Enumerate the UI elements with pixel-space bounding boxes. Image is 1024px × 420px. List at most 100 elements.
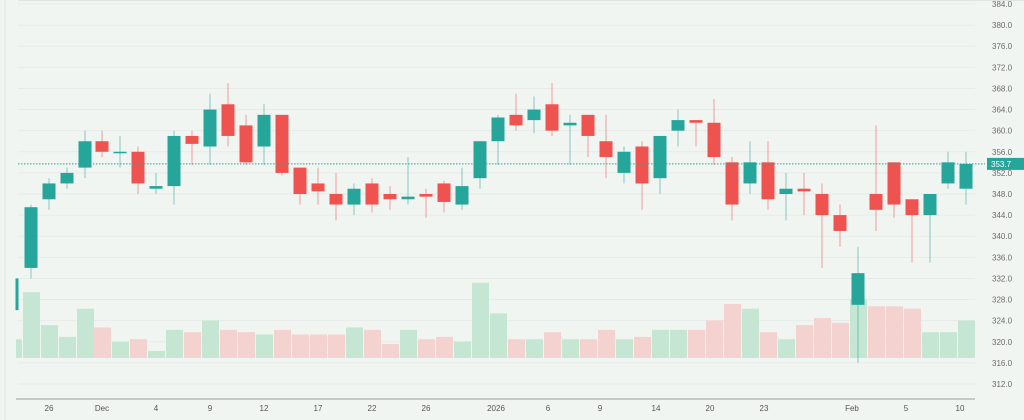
candle-body [167,135,181,187]
candle-body [923,194,937,216]
candle[interactable] [779,172,793,221]
y-tick-label: 312.0 [992,380,1013,389]
y-tick-label: 344.0 [992,211,1013,220]
x-tick-label: 10 [956,404,965,413]
volume-bar [760,332,777,358]
candle[interactable] [221,83,235,147]
candle[interactable] [113,135,127,168]
volume-bar [436,336,453,358]
candle[interactable] [473,141,487,189]
candle[interactable] [545,83,559,136]
candle[interactable] [275,114,289,176]
top-border [18,0,1024,1]
candle[interactable] [203,93,217,165]
y-tick-label: 380.0 [992,21,1013,30]
volume-bar [220,329,237,358]
y-tick-label: 320.0 [992,338,1013,347]
volume-bar [112,341,129,358]
candle[interactable] [815,183,829,268]
volume-bars [16,282,975,358]
candle[interactable] [455,167,469,210]
candle[interactable] [42,178,56,210]
volume-bar [59,336,76,358]
volume-bar [526,339,543,358]
y-tick-label: 328.0 [992,296,1013,305]
candle[interactable] [311,167,325,205]
volume-bar [940,332,957,358]
candle[interactable] [401,157,415,205]
candle[interactable] [599,114,613,179]
candle[interactable] [725,157,739,221]
volume-bar [544,332,561,358]
candle[interactable] [959,151,973,205]
candle[interactable] [24,204,38,279]
volume-bar [400,329,417,358]
candle[interactable] [869,125,883,231]
candle-body [653,135,667,179]
candle[interactable] [635,141,649,210]
candle[interactable] [491,114,505,165]
candle-body [347,188,361,205]
candle[interactable] [527,96,541,134]
candle[interactable] [833,204,847,247]
candle[interactable] [905,199,919,263]
volume-bar [868,306,885,358]
volume-bar [23,292,40,358]
candle-body [257,114,271,147]
volume-bar [148,350,165,358]
candle[interactable] [923,194,937,263]
candle[interactable] [347,183,361,216]
candle[interactable] [419,188,433,218]
y-tick-label: 348.0 [992,190,1013,199]
candle[interactable] [257,104,271,165]
candle-body [401,196,415,200]
candle[interactable] [851,246,865,363]
candle-body [221,104,235,136]
candle[interactable] [563,114,577,165]
volume-bar [274,329,291,358]
candle[interactable] [689,120,703,147]
candle[interactable] [671,109,685,147]
candle[interactable] [365,178,379,213]
y-tick-label: 364.0 [992,106,1013,115]
candle[interactable] [743,141,757,194]
candle[interactable] [149,172,163,194]
time-axis[interactable]: 26 Dec 4 9 12 17 22 26 2026 6 9 14 20 23 Feb 5 10 [45,404,965,413]
candle[interactable] [581,114,595,158]
candle-body [707,122,721,158]
candle[interactable] [653,135,667,194]
candle[interactable] [293,167,307,205]
candle-body [869,194,883,210]
candle[interactable] [60,167,74,189]
candle[interactable] [761,141,775,210]
volume-bar [364,329,381,358]
candle[interactable] [95,130,109,158]
last-price-tag [987,157,1024,170]
volume-bar [922,332,939,358]
candle[interactable] [797,172,811,216]
candle[interactable] [15,278,19,311]
volume-bar [670,329,687,358]
candle[interactable] [329,172,343,221]
candle[interactable] [131,146,145,195]
candle[interactable] [239,114,253,165]
candle-body [365,183,379,205]
candle-body [329,194,343,205]
candle[interactable] [887,162,901,218]
volume-bar [328,334,345,358]
candle[interactable] [509,93,523,131]
candle-body [275,114,289,173]
price-axis[interactable]: 384.0 380.0 376.0 372.0 368.0 364.0 360.0 356.0… [987,0,1024,389]
candle[interactable] [941,151,955,189]
candle[interactable] [617,146,631,184]
candle[interactable] [167,130,181,205]
candle-body [815,194,829,216]
volume-bar [346,327,363,358]
candle[interactable] [707,99,721,165]
candle[interactable] [78,130,92,179]
candle[interactable] [437,180,451,213]
candle[interactable] [185,130,199,165]
candle[interactable] [383,186,397,210]
candle-body [42,183,56,200]
